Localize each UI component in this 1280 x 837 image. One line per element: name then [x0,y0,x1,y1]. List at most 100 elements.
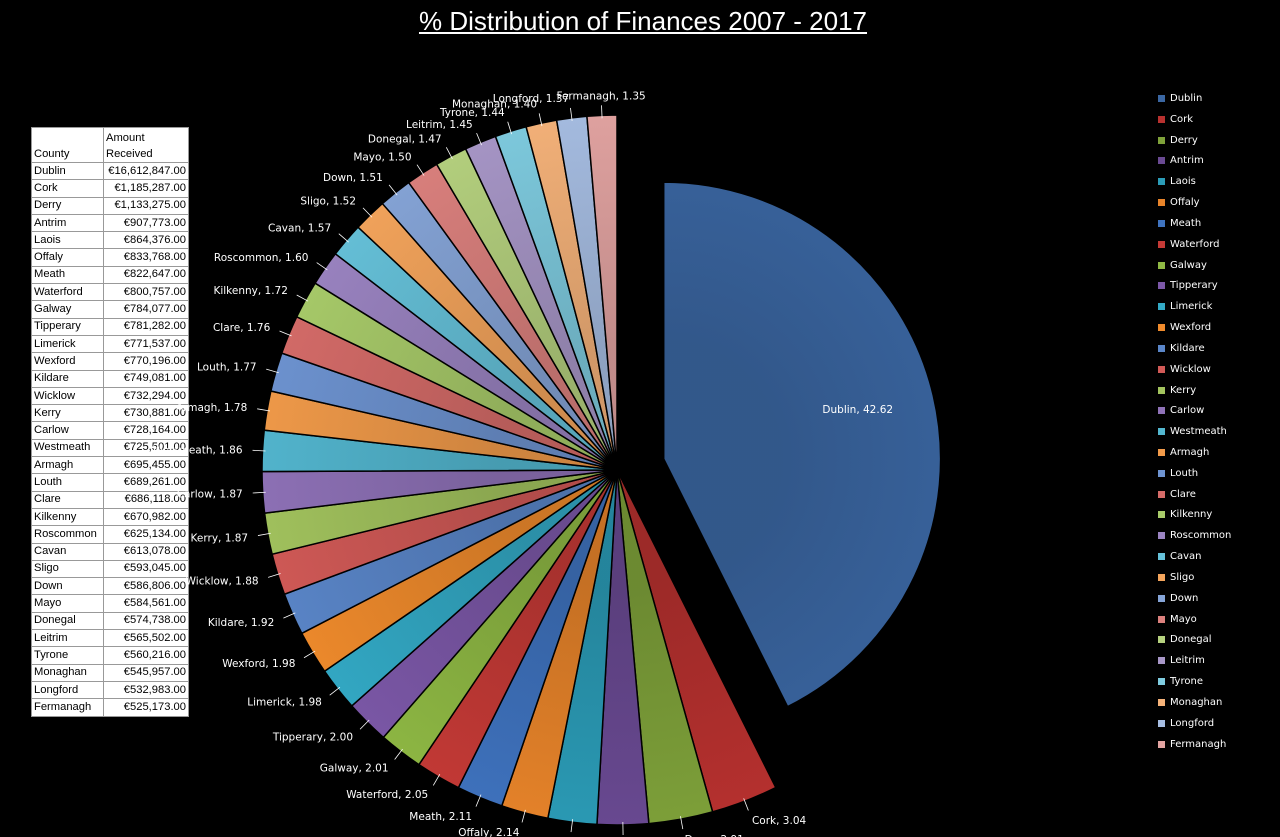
data-label-down: Down, 1.51 [323,172,383,184]
amount-cell: €565,502.00 [103,629,189,648]
legend-swatch [1158,136,1165,144]
legend-label: Kilkenny [1170,509,1213,521]
amount-cell: €864,376.00 [103,231,189,250]
table-row: Kilkenny €670,982.00 [31,507,189,527]
amount-cell: €584,561.00 [103,594,189,613]
table-row: Donegal €574,738.00 [31,611,189,631]
legend-swatch [1158,511,1165,519]
leader-line [296,294,309,302]
legend-label: Sligo [1170,571,1195,583]
table-row: Louth €689,261.00 [31,473,189,492]
legend-label: Offaly [1170,197,1200,209]
legend-item-cavan: Cavan [1158,546,1231,567]
leader-line [521,809,526,823]
table-row: Offaly €833,768.00 [31,248,189,267]
legend-swatch [1158,698,1165,706]
table-row: Tyrone €560,216.00 [31,646,189,665]
data-label-waterford: Waterford, 2.05 [346,789,428,801]
legend-swatch [1158,407,1165,415]
table-row: Sligo €593,045.00 [31,559,189,579]
amount-cell: €613,078.00 [103,542,189,561]
legend-swatch [1158,678,1165,686]
leader-line [338,233,349,243]
county-cell: Laois [31,231,104,250]
legend-label: Dublin [1170,92,1203,104]
data-label-leitrim: Leitrim, 1.45 [406,119,473,131]
data-label-derry: Derry, 2.91 [685,834,744,837]
leader-line [416,164,425,176]
legend-item-limerick: Limerick [1158,296,1231,317]
table-header-row: County Amount Received [31,127,189,163]
legend-item-waterford: Waterford [1158,234,1231,255]
legend-label: Derry [1170,134,1198,146]
leader-line [252,449,266,452]
legend-swatch [1158,740,1165,748]
legend-swatch [1158,657,1165,665]
leader-line [266,368,279,374]
table-row: Monaghan €545,957.00 [31,663,189,682]
data-label-roscommon: Roscommon, 1.60 [214,252,309,264]
data-label-wicklow: Wicklow, 1.88 [186,575,259,587]
pie-slice-dublin [662,181,942,708]
pie-slices [261,114,942,826]
leader-line [257,532,271,536]
amount-cell: €689,261.00 [103,473,189,492]
leader-line [476,132,482,146]
legend-swatch [1158,448,1165,456]
amount-cell: €16,612,847.00 [103,161,189,181]
legend-swatch [1158,428,1165,436]
legend-swatch [1158,282,1165,290]
table-row: Derry €1,133,275.00 [31,196,189,215]
legend: Dublin Cork Derry Antrim Laois Offaly Meath Wat… [1158,88,1231,755]
county-cell: Longford [31,680,104,700]
legend-item-armagh: Armagh [1158,442,1231,463]
county-cell: Roscommon [31,525,104,544]
amount-cell: €625,134.00 [103,525,189,544]
leader-line [743,798,749,811]
amount-cell: €833,768.00 [103,248,189,267]
legend-swatch [1158,261,1165,269]
legend-label: Kerry [1170,384,1197,396]
table-row: Roscommon €625,134.00 [31,525,189,544]
legend-item-carlow: Carlow [1158,400,1231,421]
leader-line [362,207,373,218]
data-label-sligo: Sligo, 1.52 [300,196,356,208]
leader-line [359,719,370,730]
amount-header-line2: Received [106,148,153,160]
amount-cell: €560,216.00 [103,646,189,665]
legend-label: Kildare [1170,342,1205,354]
county-cell: Louth [31,473,104,492]
legend-swatch [1158,386,1165,394]
data-label-limerick: Limerick, 1.98 [247,696,322,708]
data-label-galway: Galway, 2.01 [320,762,389,774]
data-label-kildare: Kildare, 1.92 [208,617,274,629]
table-row: Leitrim €565,502.00 [31,629,189,648]
table-row: Kerry €730,881.00 [31,404,189,423]
county-cell: Fermanagh [31,698,104,717]
legend-item-mayo: Mayo [1158,609,1231,630]
legend-item-derry: Derry [1158,130,1231,151]
table-row: Cork €1,185,287.00 [31,179,189,198]
legend-label: Mayo [1170,613,1197,625]
legend-swatch [1158,94,1165,102]
legend-item-leitrim: Leitrim [1158,650,1231,671]
legend-label: Westmeath [1170,426,1227,438]
amount-cell: €781,282.00 [103,317,189,336]
leader-line [329,686,341,696]
leader-line [316,262,328,271]
leader-line [279,330,292,337]
leader-line [394,748,403,760]
amount-cell: €732,294.00 [103,386,189,406]
county-cell: Cork [31,179,104,198]
legend-item-westmeath: Westmeath [1158,421,1231,442]
leader-line [570,819,574,833]
data-label-tyrone: Tyrone, 1.44 [439,107,505,119]
chart-title: % Distribution of Finances 2007 - 2017 [418,6,868,36]
legend-swatch [1158,594,1165,602]
leader-line [680,816,684,830]
legend-item-louth: Louth [1158,463,1231,484]
legend-label: Armagh [1170,446,1210,458]
legend-item-cork: Cork [1158,109,1231,130]
